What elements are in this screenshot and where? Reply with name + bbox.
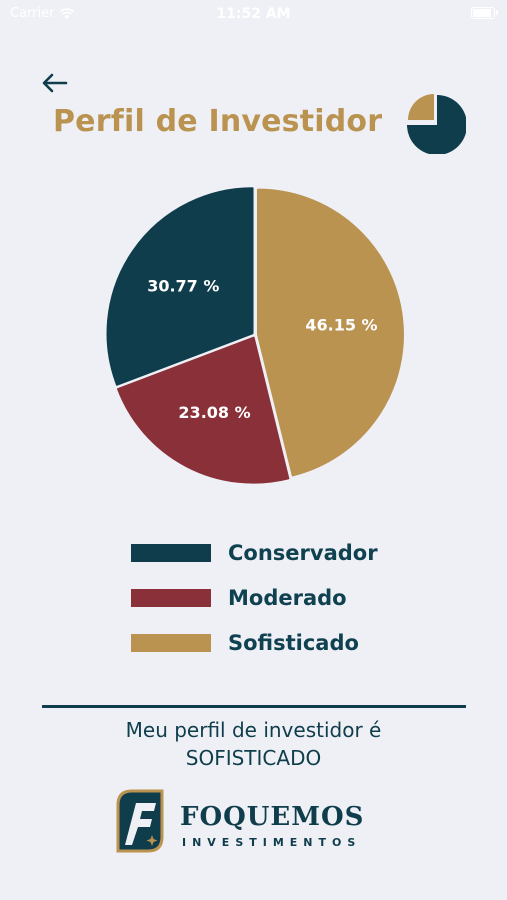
pie-label-conservador: 30.77 % bbox=[147, 277, 219, 296]
profile-result-line1: Meu perfil de investidor é bbox=[125, 718, 382, 742]
legend-swatch-moderado bbox=[131, 588, 211, 607]
profile-result-value: SOFISTICADO bbox=[185, 746, 322, 770]
legend-swatch-conservador bbox=[131, 543, 211, 562]
page-title: Perfil de Investidor bbox=[53, 104, 383, 139]
pie-slice-sofisticado bbox=[256, 188, 404, 477]
pie-label-moderado: 23.08 % bbox=[178, 403, 250, 422]
legend-item-conservador: Conservador bbox=[131, 530, 378, 575]
pie-chart-icon bbox=[407, 94, 466, 154]
legend-label-sofisticado: Sofisticado bbox=[228, 630, 359, 655]
divider bbox=[42, 705, 466, 708]
carrier-label: Carrier bbox=[10, 6, 55, 21]
profile-result: Meu perfil de investidor é SOFISTICADO bbox=[0, 716, 507, 772]
logo-subtitle: INVESTIMENTOS bbox=[182, 836, 362, 849]
chart-legend: Conservador Moderado Sofisticado bbox=[131, 530, 378, 665]
company-logo: FOQUEMOS INVESTIMENTOS bbox=[112, 787, 402, 857]
arrow-left-icon bbox=[42, 73, 68, 93]
logo-name: FOQUEMOS bbox=[180, 802, 365, 832]
pie-slice-moderado bbox=[117, 336, 290, 484]
legend-label-conservador: Conservador bbox=[228, 540, 378, 565]
wifi-icon bbox=[60, 7, 75, 19]
carrier-info: Carrier bbox=[10, 6, 75, 21]
battery-icon bbox=[471, 7, 498, 19]
legend-label-moderado: Moderado bbox=[228, 585, 347, 610]
foquemos-logo-icon bbox=[116, 789, 164, 853]
investor-profile-pie-chart: 46.15 % 23.08 % 30.77 % bbox=[106, 187, 404, 484]
status-bar: Carrier 11:52 AM bbox=[0, 0, 507, 30]
legend-item-moderado: Moderado bbox=[131, 575, 378, 620]
pie-slice-conservador bbox=[106, 187, 254, 386]
status-time: 11:52 AM bbox=[216, 6, 291, 22]
legend-swatch-sofisticado bbox=[131, 633, 211, 652]
back-button[interactable] bbox=[38, 68, 74, 98]
pie-label-sofisticado: 46.15 % bbox=[305, 315, 377, 334]
legend-item-sofisticado: Sofisticado bbox=[131, 620, 378, 665]
